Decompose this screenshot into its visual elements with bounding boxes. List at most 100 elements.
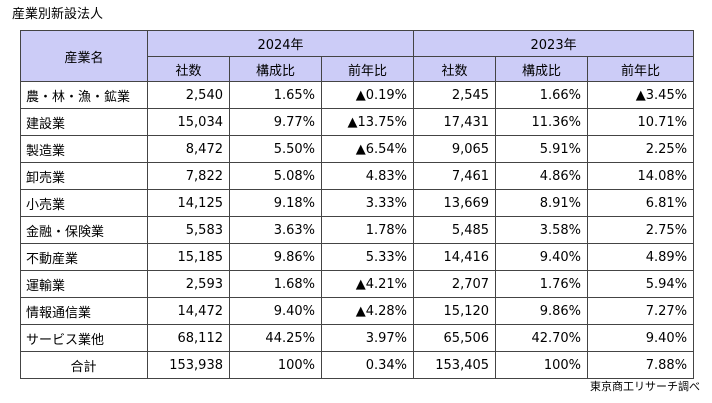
count-2024-cell: 14,472 (147, 297, 230, 325)
industry-name-cell: 小売業 (20, 189, 148, 217)
table-row: 金融・保険業 5,583 3.63% 1.78% 5,485 3.58% 2.75% (20, 216, 695, 244)
column-header-share-2024: 構成比 (229, 56, 322, 82)
count-2023-cell: 17,431 (413, 108, 497, 136)
count-2024-cell: 153,938 (147, 351, 230, 379)
count-2023-cell: 13,669 (413, 189, 497, 217)
share-2023-cell: 9.40% (495, 243, 589, 271)
industry-name-cell: 建設業 (20, 108, 148, 136)
count-2023-cell: 7,461 (413, 162, 497, 190)
industry-name-cell: 金融・保険業 (20, 216, 148, 244)
share-2024-cell: 9.40% (229, 297, 322, 325)
count-2023-cell: 14,416 (413, 243, 497, 271)
industry-name-cell: 製造業 (20, 135, 148, 163)
yoy-2023-cell: 6.81% (587, 189, 695, 217)
yoy-2023-cell: 9.40% (587, 324, 695, 352)
count-2024-cell: 68,112 (147, 324, 230, 352)
count-2024-cell: 15,185 (147, 243, 230, 271)
column-header-count-2023: 社数 (413, 56, 497, 82)
total-row: 合計 153,938 100% 0.34% 153,405 100% 7.88% (20, 351, 695, 379)
share-2023-cell: 4.86% (495, 162, 589, 190)
yoy-2023-cell: 7.27% (587, 297, 695, 325)
industry-name-cell: 卸売業 (20, 162, 148, 190)
count-2024-cell: 2,593 (147, 270, 230, 298)
industry-name-cell: 不動産業 (20, 243, 148, 271)
yoy-2023-cell: 7.88% (587, 351, 695, 379)
industry-name-cell: 農・林・漁・鉱業 (20, 81, 148, 109)
industry-column-header: 産業名 (20, 30, 148, 82)
share-2023-cell: 5.91% (495, 135, 589, 163)
count-2023-cell: 5,485 (413, 216, 497, 244)
share-2023-cell: 8.91% (495, 189, 589, 217)
yoy-2023-cell: 5.94% (587, 270, 695, 298)
year-header-2023: 2023年 (413, 30, 695, 57)
count-2023-cell: 9,065 (413, 135, 497, 163)
industry-name-cell: サービス業他 (20, 324, 148, 352)
count-2024-cell: 2,540 (147, 81, 230, 109)
share-2023-cell: 9.86% (495, 297, 589, 325)
sub-header-row: 社数 構成比 前年比 社数 構成比 前年比 (21, 56, 695, 82)
share-2024-cell: 1.65% (229, 81, 322, 109)
count-2024-cell: 15,034 (147, 108, 230, 136)
count-2023-cell: 2,707 (413, 270, 497, 298)
count-2023-cell: 15,120 (413, 297, 497, 325)
share-2023-cell: 42.70% (495, 324, 589, 352)
share-2024-cell: 1.68% (229, 270, 322, 298)
column-header-yoy-2024: 前年比 (320, 56, 415, 82)
yoy-2024-cell: ▲13.75% (320, 108, 415, 136)
share-2024-cell: 100% (229, 351, 322, 379)
yoy-2023-cell: 10.71% (587, 108, 695, 136)
table-row: 不動産業 15,185 9.86% 5.33% 14,416 9.40% 4.89% (20, 243, 695, 271)
year-header-2024: 2024年 (146, 30, 415, 57)
share-2024-cell: 3.63% (229, 216, 322, 244)
yoy-2024-cell: 4.83% (320, 162, 415, 190)
yoy-2024-cell: ▲4.28% (320, 297, 415, 325)
yoy-2024-cell: ▲0.19% (320, 81, 415, 109)
table-row: 小売業 14,125 9.18% 3.33% 13,669 8.91% 6.81% (20, 189, 695, 217)
yoy-2024-cell: 0.34% (320, 351, 415, 379)
yoy-2024-cell: 3.33% (320, 189, 415, 217)
column-header-share-2023: 構成比 (495, 56, 589, 82)
table-row: 情報通信業 14,472 9.40% ▲4.28% 15,120 9.86% 7.27% (20, 297, 695, 325)
count-2023-cell: 153,405 (413, 351, 497, 379)
share-2024-cell: 9.86% (229, 243, 322, 271)
yoy-2024-cell: 5.33% (320, 243, 415, 271)
count-2024-cell: 5,583 (147, 216, 230, 244)
industry-name-cell: 合計 (20, 351, 148, 379)
table-body: 農・林・漁・鉱業 2,540 1.65% ▲0.19% 2,545 1.66% ▲3.45%… (20, 81, 695, 379)
yoy-2023-cell: 2.75% (587, 216, 695, 244)
column-header-yoy-2023: 前年比 (587, 56, 695, 82)
industry-name-cell: 情報通信業 (20, 297, 148, 325)
yoy-2024-cell: ▲6.54% (320, 135, 415, 163)
table-caption: 産業別新設法人 (12, 7, 104, 22)
share-2023-cell: 100% (495, 351, 589, 379)
yoy-2023-cell: ▲3.45% (587, 81, 695, 109)
count-2024-cell: 8,472 (147, 135, 230, 163)
table-row: 建設業 15,034 9.77% ▲13.75% 17,431 11.36% 10.71% (20, 108, 695, 136)
source-note: 東京商工リサーチ調べ (590, 380, 700, 393)
column-header-count-2024: 社数 (147, 56, 230, 82)
table-row: 製造業 8,472 5.50% ▲6.54% 9,065 5.91% 2.25% (20, 135, 695, 163)
share-2024-cell: 5.50% (229, 135, 322, 163)
industry-name-cell: 運輸業 (20, 270, 148, 298)
count-2023-cell: 65,506 (413, 324, 497, 352)
table-row: 卸売業 7,822 5.08% 4.83% 7,461 4.86% 14.08% (20, 162, 695, 190)
share-2024-cell: 9.18% (229, 189, 322, 217)
yoy-2024-cell: ▲4.21% (320, 270, 415, 298)
count-2023-cell: 2,545 (413, 81, 497, 109)
table-row: 農・林・漁・鉱業 2,540 1.65% ▲0.19% 2,545 1.66% ▲3.45% (20, 81, 695, 109)
yoy-2023-cell: 4.89% (587, 243, 695, 271)
share-2024-cell: 5.08% (229, 162, 322, 190)
share-2024-cell: 9.77% (229, 108, 322, 136)
share-2023-cell: 1.66% (495, 81, 589, 109)
share-2023-cell: 1.76% (495, 270, 589, 298)
yoy-2024-cell: 1.78% (320, 216, 415, 244)
year-header-row: 産業名 2024年 2023年 (20, 30, 695, 82)
industry-new-corporations-table: 産業名 2024年 2023年 社数 構成比 前年比 社数 構成比 前年比 農・… (20, 30, 695, 379)
count-2024-cell: 14,125 (147, 189, 230, 217)
yoy-2023-cell: 2.25% (587, 135, 695, 163)
table-row: サービス業他 68,112 44.25% 3.97% 65,506 42.70% 9.40% (20, 324, 695, 352)
yoy-2023-cell: 14.08% (587, 162, 695, 190)
yoy-2024-cell: 3.97% (320, 324, 415, 352)
share-2024-cell: 44.25% (229, 324, 322, 352)
count-2024-cell: 7,822 (147, 162, 230, 190)
